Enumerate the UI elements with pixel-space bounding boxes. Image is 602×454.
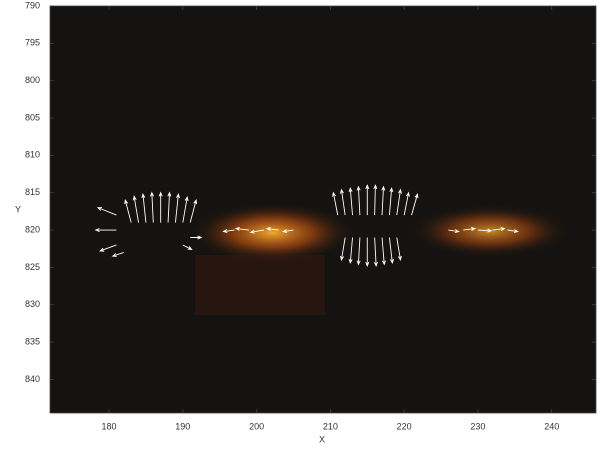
arrow bbox=[265, 227, 279, 231]
x-tick-label: 220 bbox=[397, 421, 412, 431]
arrow bbox=[234, 226, 250, 231]
arrow bbox=[381, 237, 386, 266]
arrow bbox=[373, 237, 378, 268]
arrow bbox=[99, 244, 117, 252]
x-axis-label: X bbox=[319, 434, 325, 444]
arrow bbox=[339, 188, 346, 216]
x-tick-label: 210 bbox=[323, 421, 338, 431]
arrow bbox=[282, 229, 294, 233]
arrow bbox=[388, 237, 394, 265]
x-tick-label: 190 bbox=[175, 421, 190, 431]
arrow bbox=[492, 227, 506, 231]
y-axis-label: Y bbox=[15, 204, 21, 214]
arrow bbox=[507, 229, 519, 233]
y-tick-label: 815 bbox=[25, 187, 40, 197]
arrow bbox=[158, 191, 163, 223]
arrow bbox=[448, 229, 460, 233]
arrow bbox=[388, 187, 394, 216]
arrow bbox=[182, 196, 189, 223]
arrow bbox=[396, 237, 402, 262]
axes-box bbox=[49, 5, 597, 414]
arrow bbox=[411, 193, 419, 216]
arrow bbox=[403, 191, 410, 216]
y-tick-label: 805 bbox=[25, 112, 40, 122]
y-tick-label: 795 bbox=[25, 38, 40, 48]
y-tick-label: 790 bbox=[25, 0, 40, 10]
arrow bbox=[463, 227, 477, 231]
arrow bbox=[249, 229, 265, 234]
arrow bbox=[189, 199, 198, 223]
arrow bbox=[167, 191, 172, 223]
y-tick-label: 835 bbox=[25, 336, 40, 346]
arrow bbox=[356, 185, 361, 216]
arrow bbox=[348, 237, 353, 265]
y-tick-label: 830 bbox=[25, 299, 40, 309]
arrow bbox=[174, 193, 180, 223]
arrow bbox=[94, 228, 117, 233]
arrow bbox=[356, 237, 361, 266]
arrow bbox=[190, 235, 203, 240]
arrow bbox=[141, 193, 147, 223]
arrow bbox=[150, 191, 154, 223]
arrow bbox=[477, 228, 493, 233]
arrow bbox=[340, 237, 346, 262]
arrow bbox=[332, 191, 339, 216]
arrow bbox=[132, 195, 139, 223]
arrow bbox=[222, 229, 235, 234]
arrow bbox=[365, 184, 370, 216]
image-glow bbox=[190, 203, 355, 263]
y-tick-label: 825 bbox=[25, 262, 40, 272]
arrow bbox=[365, 237, 370, 268]
arrow bbox=[348, 187, 353, 216]
y-tick-label: 810 bbox=[25, 150, 40, 160]
arrow bbox=[381, 185, 386, 216]
arrow bbox=[124, 199, 132, 223]
y-tick-label: 800 bbox=[25, 75, 40, 85]
x-tick-label: 230 bbox=[470, 421, 485, 431]
arrow bbox=[373, 184, 378, 216]
arrow bbox=[111, 252, 124, 257]
y-tick-label: 820 bbox=[25, 224, 40, 234]
arrow bbox=[182, 244, 193, 250]
image-shade bbox=[195, 255, 325, 315]
arrow bbox=[396, 188, 402, 216]
x-tick-label: 180 bbox=[102, 421, 117, 431]
x-tick-label: 200 bbox=[249, 421, 264, 431]
x-tick-label: 240 bbox=[544, 421, 559, 431]
arrow bbox=[96, 207, 117, 216]
y-tick-label: 840 bbox=[25, 374, 40, 384]
